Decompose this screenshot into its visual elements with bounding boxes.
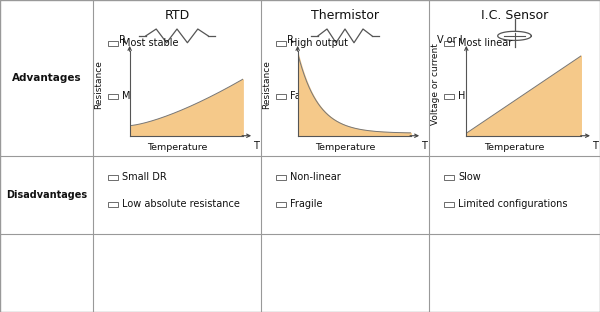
Bar — [108, 94, 118, 99]
Bar — [276, 41, 286, 46]
Text: High output: High output — [290, 38, 349, 48]
Text: Limited configurations: Limited configurations — [458, 199, 568, 209]
Text: I.C. Sensor: I.C. Sensor — [481, 9, 548, 22]
Bar — [108, 202, 118, 207]
Text: Highest output: Highest output — [458, 91, 532, 101]
Bar — [444, 175, 454, 180]
Text: Low absolute resistance: Low absolute resistance — [122, 199, 240, 209]
Text: Disadvantages: Disadvantages — [6, 190, 87, 200]
Text: Resistance: Resistance — [95, 60, 104, 109]
Text: Fragile: Fragile — [290, 199, 323, 209]
Text: R: R — [287, 35, 294, 45]
Text: Most stable: Most stable — [122, 38, 179, 48]
Bar — [108, 41, 118, 46]
Text: Temperature: Temperature — [147, 143, 207, 152]
Bar — [108, 175, 118, 180]
Text: Temperature: Temperature — [315, 143, 375, 152]
Text: Advantages: Advantages — [11, 73, 82, 83]
Bar — [444, 202, 454, 207]
Bar — [444, 94, 454, 99]
Text: Resistance: Resistance — [263, 60, 271, 109]
Text: Small DR: Small DR — [122, 172, 167, 182]
Text: R: R — [119, 35, 126, 45]
Text: Voltage or current: Voltage or current — [431, 43, 439, 125]
Text: Most accurate: Most accurate — [122, 91, 192, 101]
Text: T: T — [253, 141, 259, 151]
Text: T: T — [592, 141, 598, 151]
Text: Thermistor: Thermistor — [311, 9, 379, 22]
Text: Non-linear: Non-linear — [290, 172, 341, 182]
Bar — [276, 202, 286, 207]
Text: Most linear: Most linear — [458, 38, 512, 48]
Bar — [276, 175, 286, 180]
Text: Temperature: Temperature — [484, 143, 545, 152]
Text: Fast: Fast — [290, 91, 310, 101]
Bar — [276, 94, 286, 99]
Text: RTD: RTD — [164, 9, 190, 22]
Text: Slow: Slow — [458, 172, 481, 182]
Bar — [444, 41, 454, 46]
Text: T: T — [421, 141, 427, 151]
Text: V or I: V or I — [437, 35, 463, 45]
